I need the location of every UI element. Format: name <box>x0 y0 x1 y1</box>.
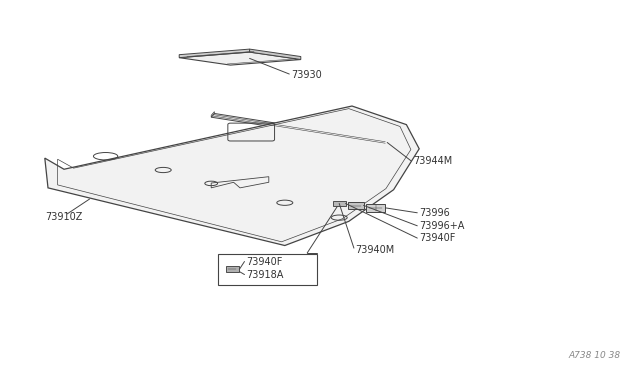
Text: 73940F: 73940F <box>419 233 456 243</box>
Polygon shape <box>179 49 250 58</box>
Text: 73940M: 73940M <box>355 246 394 255</box>
Bar <box>333 201 346 206</box>
Bar <box>226 266 239 272</box>
Text: 73918A: 73918A <box>246 270 284 280</box>
Bar <box>366 204 385 212</box>
Bar <box>348 202 364 209</box>
Text: 73996: 73996 <box>419 208 450 218</box>
Polygon shape <box>45 106 419 246</box>
Text: 73940F: 73940F <box>246 257 283 267</box>
Polygon shape <box>211 113 387 144</box>
Text: A738 10 38: A738 10 38 <box>569 351 621 360</box>
Text: 73944M: 73944M <box>413 156 452 166</box>
Bar <box>218 254 317 285</box>
Text: 73910Z: 73910Z <box>45 212 82 221</box>
Polygon shape <box>250 49 301 60</box>
Text: 73996+A: 73996+A <box>419 221 465 231</box>
Polygon shape <box>211 177 269 188</box>
Text: 73930: 73930 <box>291 70 322 80</box>
Polygon shape <box>179 52 301 65</box>
Polygon shape <box>211 112 214 117</box>
